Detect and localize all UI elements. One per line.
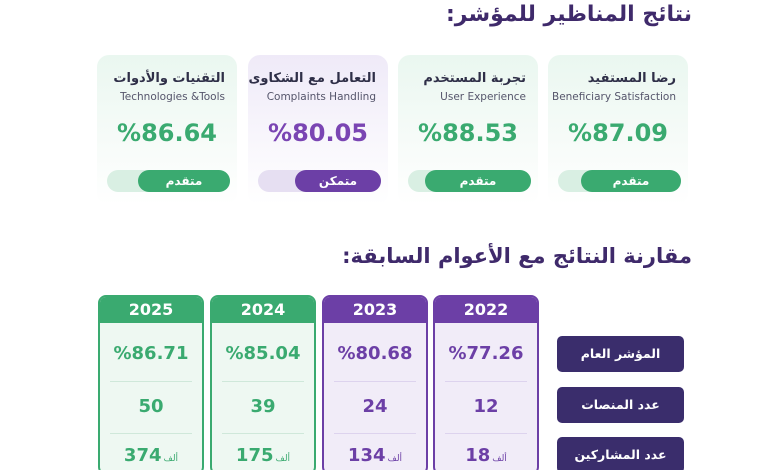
participants-value: 18 ألف bbox=[435, 445, 537, 466]
platforms-value: 50 bbox=[138, 396, 164, 417]
card-complaints-handling: التعامل مع الشكاوى Complaints Handling %… bbox=[248, 55, 388, 205]
participants-value: 175 ألف bbox=[212, 445, 314, 466]
card-english-label: Technologies &Tools bbox=[120, 91, 225, 103]
divider bbox=[110, 433, 192, 434]
divider bbox=[334, 381, 416, 382]
card-arabic-label: تجربة المستخدم bbox=[423, 71, 526, 86]
divider bbox=[222, 433, 304, 434]
thousand-unit: ألف bbox=[387, 454, 403, 464]
year-header: 2025 bbox=[100, 297, 202, 323]
overall-index-value: %77.26 bbox=[448, 343, 524, 364]
card-technologies-tools: التقنيات والأدوات Technologies &Tools %8… bbox=[97, 55, 237, 205]
card-percentage: %86.64 bbox=[117, 119, 217, 147]
card-percentage: %80.05 bbox=[268, 119, 368, 147]
row-label-overall-index: المؤشر العام bbox=[557, 336, 684, 372]
level-bar: متقدم bbox=[107, 170, 230, 192]
card-english-label: Complaints Handling bbox=[266, 91, 376, 103]
row-label-participants: عدد المشاركين bbox=[557, 437, 684, 470]
results-title: نتائج المناظير للمؤشر: bbox=[445, 2, 692, 27]
thousand-unit: ألف bbox=[163, 454, 179, 464]
participants-value: 374 ألف bbox=[100, 445, 202, 466]
level-badge: متقدم bbox=[581, 170, 681, 192]
year-header: 2024 bbox=[212, 297, 314, 323]
participants-number: 134 bbox=[347, 445, 386, 466]
level-badge: متقدم bbox=[425, 170, 531, 192]
divider bbox=[334, 433, 416, 434]
divider bbox=[222, 381, 304, 382]
level-badge: متقدم bbox=[138, 170, 230, 192]
platforms-value: 12 bbox=[473, 396, 499, 417]
thousand-unit: ألف bbox=[275, 454, 291, 464]
card-arabic-label: التعامل مع الشكاوى bbox=[248, 71, 377, 86]
year-header: 2023 bbox=[324, 297, 426, 323]
divider bbox=[445, 381, 527, 382]
card-beneficiary-satisfaction: رضا المستفيد Beneficiary Satisfaction %8… bbox=[548, 55, 688, 205]
divider bbox=[445, 433, 527, 434]
participants-number: 175 bbox=[235, 445, 274, 466]
year-column-2024: 2024 %85.04 39 175 ألف bbox=[210, 295, 316, 470]
platforms-value: 39 bbox=[250, 396, 276, 417]
card-percentage: %88.53 bbox=[418, 119, 518, 147]
year-header: 2022 bbox=[435, 297, 537, 323]
card-english-label: User Experience bbox=[440, 91, 526, 103]
platforms-value: 24 bbox=[362, 396, 388, 417]
participants-number: 374 bbox=[123, 445, 162, 466]
level-bar: متمكن bbox=[258, 170, 381, 192]
level-badge: متمكن bbox=[295, 170, 381, 192]
card-arabic-label: التقنيات والأدوات bbox=[113, 71, 225, 86]
row-label-platforms: عدد المنصات bbox=[557, 387, 684, 423]
card-arabic-label: رضا المستفيد bbox=[587, 71, 676, 86]
level-bar: متقدم bbox=[558, 170, 681, 192]
card-english-label: Beneficiary Satisfaction bbox=[551, 91, 676, 103]
card-user-experience: تجربة المستخدم User Experience %88.53 مت… bbox=[398, 55, 538, 205]
overall-index-value: %86.71 bbox=[113, 343, 189, 364]
participants-number: 18 bbox=[465, 445, 491, 466]
year-column-2023: 2023 %80.68 24 134 ألف bbox=[322, 295, 428, 470]
overall-index-value: %85.04 bbox=[225, 343, 301, 364]
year-column-2022: 2022 %77.26 12 18 ألف bbox=[433, 295, 539, 470]
divider bbox=[110, 381, 192, 382]
year-column-2025: 2025 %86.71 50 374 ألف bbox=[98, 295, 204, 470]
card-percentage: %87.09 bbox=[568, 119, 668, 147]
overall-index-value: %80.68 bbox=[337, 343, 413, 364]
participants-value: 134 ألف bbox=[324, 445, 426, 466]
level-bar: متقدم bbox=[408, 170, 531, 192]
thousand-unit: ألف bbox=[492, 454, 507, 464]
comparison-title: مقارنة النتائج مع الأعوام السابقة: bbox=[342, 244, 692, 268]
